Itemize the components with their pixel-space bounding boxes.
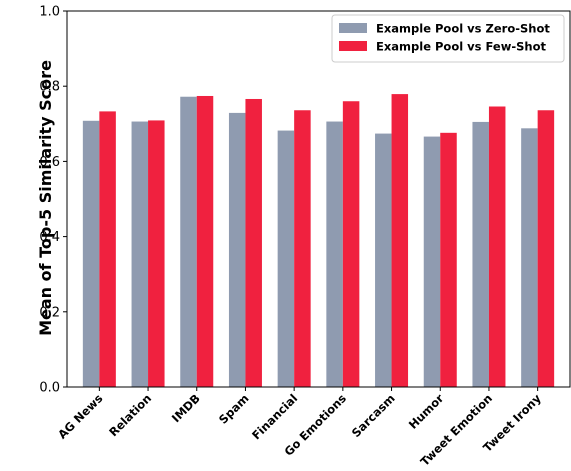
legend: Example Pool vs Zero-Shot Example Pool vs… bbox=[331, 14, 565, 63]
legend-label: Example Pool vs Few-Shot bbox=[376, 40, 546, 54]
bar-2-financial bbox=[294, 110, 311, 387]
bar-2-go-emotions bbox=[342, 101, 360, 388]
legend-swatch bbox=[339, 23, 367, 33]
legend-swatch bbox=[339, 41, 367, 51]
x-tick-label: Sarcasm bbox=[349, 391, 398, 440]
y-tick-label: 1.0 bbox=[39, 5, 60, 20]
axes bbox=[66, 10, 571, 388]
x-tick-label: Financial bbox=[249, 391, 300, 442]
bar-2-tweet-irony bbox=[537, 110, 555, 387]
x-tick-label: IMDB bbox=[169, 391, 203, 425]
bar-2-sarcasm bbox=[391, 94, 409, 387]
bar-1-humor bbox=[423, 136, 441, 387]
bar-1-imdb bbox=[180, 96, 197, 387]
bar-1-financial bbox=[277, 130, 295, 387]
x-tick-label: Humor bbox=[406, 391, 447, 432]
legend-box bbox=[331, 14, 565, 63]
y-tick-label: 0.6 bbox=[39, 155, 60, 170]
axes-frame bbox=[66, 10, 571, 388]
y-ticks: 0.0 0.2 0.4 0.6 0.8 1.0 bbox=[39, 5, 67, 396]
x-tick-label: AG News bbox=[55, 391, 105, 441]
bar-1-tweet-irony bbox=[521, 128, 538, 387]
y-tick-label: 0.8 bbox=[39, 80, 60, 95]
bar-2-ag-news bbox=[99, 111, 116, 387]
bar-1-tweet-emotion bbox=[472, 121, 489, 388]
bar-1-spam bbox=[228, 112, 246, 388]
y-tick-label: 0.4 bbox=[39, 230, 60, 245]
legend-label: Example Pool vs Zero-Shot bbox=[376, 22, 550, 36]
bar-1-sarcasm bbox=[375, 133, 392, 387]
bar-1-go-emotions bbox=[326, 121, 343, 387]
y-tick-label: 0.2 bbox=[39, 305, 60, 320]
x-tick-label: Spam bbox=[216, 391, 252, 427]
bar-1-relation bbox=[131, 121, 149, 387]
bar-2-imdb bbox=[196, 95, 214, 387]
bar-1-ag-news bbox=[82, 120, 100, 387]
x-tick-label: Relation bbox=[106, 391, 154, 439]
y-tick-label: 0.0 bbox=[39, 381, 60, 396]
bar-2-relation bbox=[148, 120, 165, 388]
bar-2-spam bbox=[245, 98, 262, 387]
bar-2-humor bbox=[440, 132, 457, 387]
y-axis-label: Mean of Top-5 Similarity Score bbox=[36, 60, 55, 336]
bars bbox=[82, 94, 555, 388]
bar-2-tweet-emotion bbox=[488, 106, 506, 387]
